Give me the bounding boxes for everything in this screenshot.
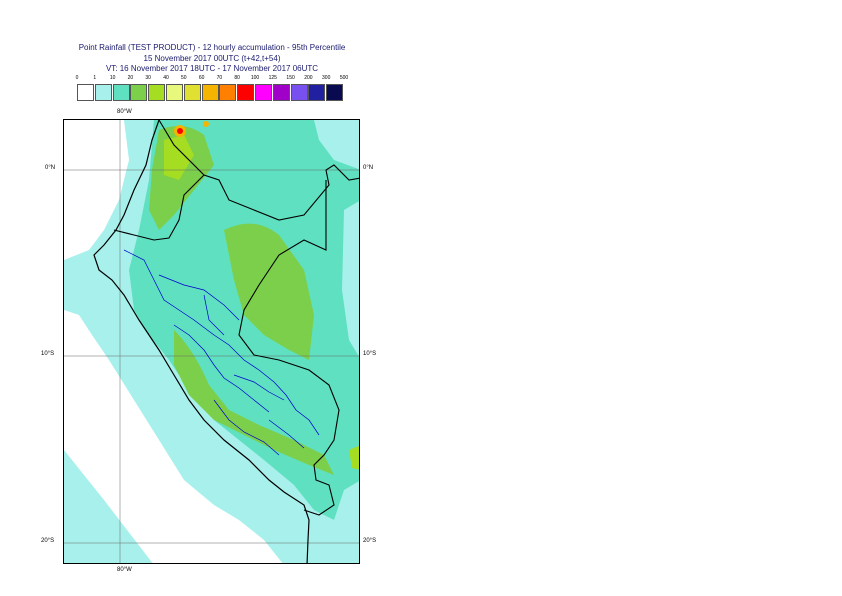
lat-label-20s-left: 20°S [41,538,55,544]
legend-swatch-1 [94,84,112,101]
legend-swatch-0 [77,84,94,101]
legend-swatch-3 [130,84,148,101]
legend-swatch-11 [272,84,290,101]
legend-swatch-4 [148,84,166,101]
rain-zone-30-40mm-south [349,445,359,470]
legend-swatch-8 [219,84,237,101]
lat-label-10s-right: 10°S [363,351,377,357]
legend-tick-8: 70 [216,75,223,81]
admin-borders [123,249,320,456]
legend-tick-15: 500 [339,75,349,81]
legend-swatch-6 [183,84,201,101]
dry-ocean-zone [64,315,278,563]
valid-time: VT: 16 November 2017 18UTC - 17 November… [105,64,319,73]
legend-tick-12: 150 [286,75,295,81]
legend-tick-3: 20 [127,75,134,81]
legend-tick-1: 1 [93,75,97,81]
map-canvas [64,120,359,563]
legend-tick-13: 200 [304,75,313,81]
map-title: Point Rainfall (TEST PRODUCT) - 12 hourl… [78,43,346,52]
legend-swatch-13 [308,84,326,101]
lat-label-20s-right: 20°S [363,538,377,544]
rain-zone-30-40mm [164,135,194,180]
legend-tick-2: 10 [109,75,116,81]
legend-swatch-12 [290,84,308,101]
border-peru-ecuador [113,174,205,241]
rain-cell-ne [203,121,209,127]
legend-tick-7: 60 [198,75,205,81]
run-date: 15 November 2017 00UTC (t+42,t+54) [143,54,281,63]
rain-zone-20-30mm-amazon [224,223,314,360]
legend-tick-0: 0 [75,75,79,81]
legend-swatch-7 [201,84,219,101]
legend-swatch-5 [166,84,183,101]
lon-label-bottom: 80°W [117,567,132,573]
legend-swatch-14 [326,84,344,101]
color-legend: 0 1 10 20 30 40 50 60 70 80 100 125 150 200 300 500 [75,75,349,103]
lat-label-0-right: 0°N [363,165,374,171]
dry-west-zone [64,120,129,260]
rain-zone-east-light [342,201,359,357]
coastline [93,120,310,563]
lat-label-10s-left: 10°S [41,351,55,357]
legend-tick-4: 30 [145,75,151,81]
legend-tick-5: 40 [163,75,169,81]
rain-cell-core [177,128,183,134]
rain-zone-offshore-south [64,420,212,563]
legend-tick-14: 300 [322,75,331,81]
rain-zone-10-20mm [129,120,359,520]
legend-swatch-10 [255,84,272,101]
lon-label-top: 80°W [117,109,132,115]
legend-tick-9: 80 [234,75,240,81]
legend-swatch-2 [112,84,130,101]
border-peru-brazil [238,180,340,516]
legend-swatch-9 [237,84,255,101]
rainfall-map[interactable] [63,119,360,564]
legend-tick-6: 50 [181,75,187,81]
lat-label-0-left: 0°N [45,165,56,171]
legend-tick-10: 100 [250,75,260,81]
legend-tick-11: 125 [268,75,277,81]
rain-zone-ne-light [314,120,359,170]
